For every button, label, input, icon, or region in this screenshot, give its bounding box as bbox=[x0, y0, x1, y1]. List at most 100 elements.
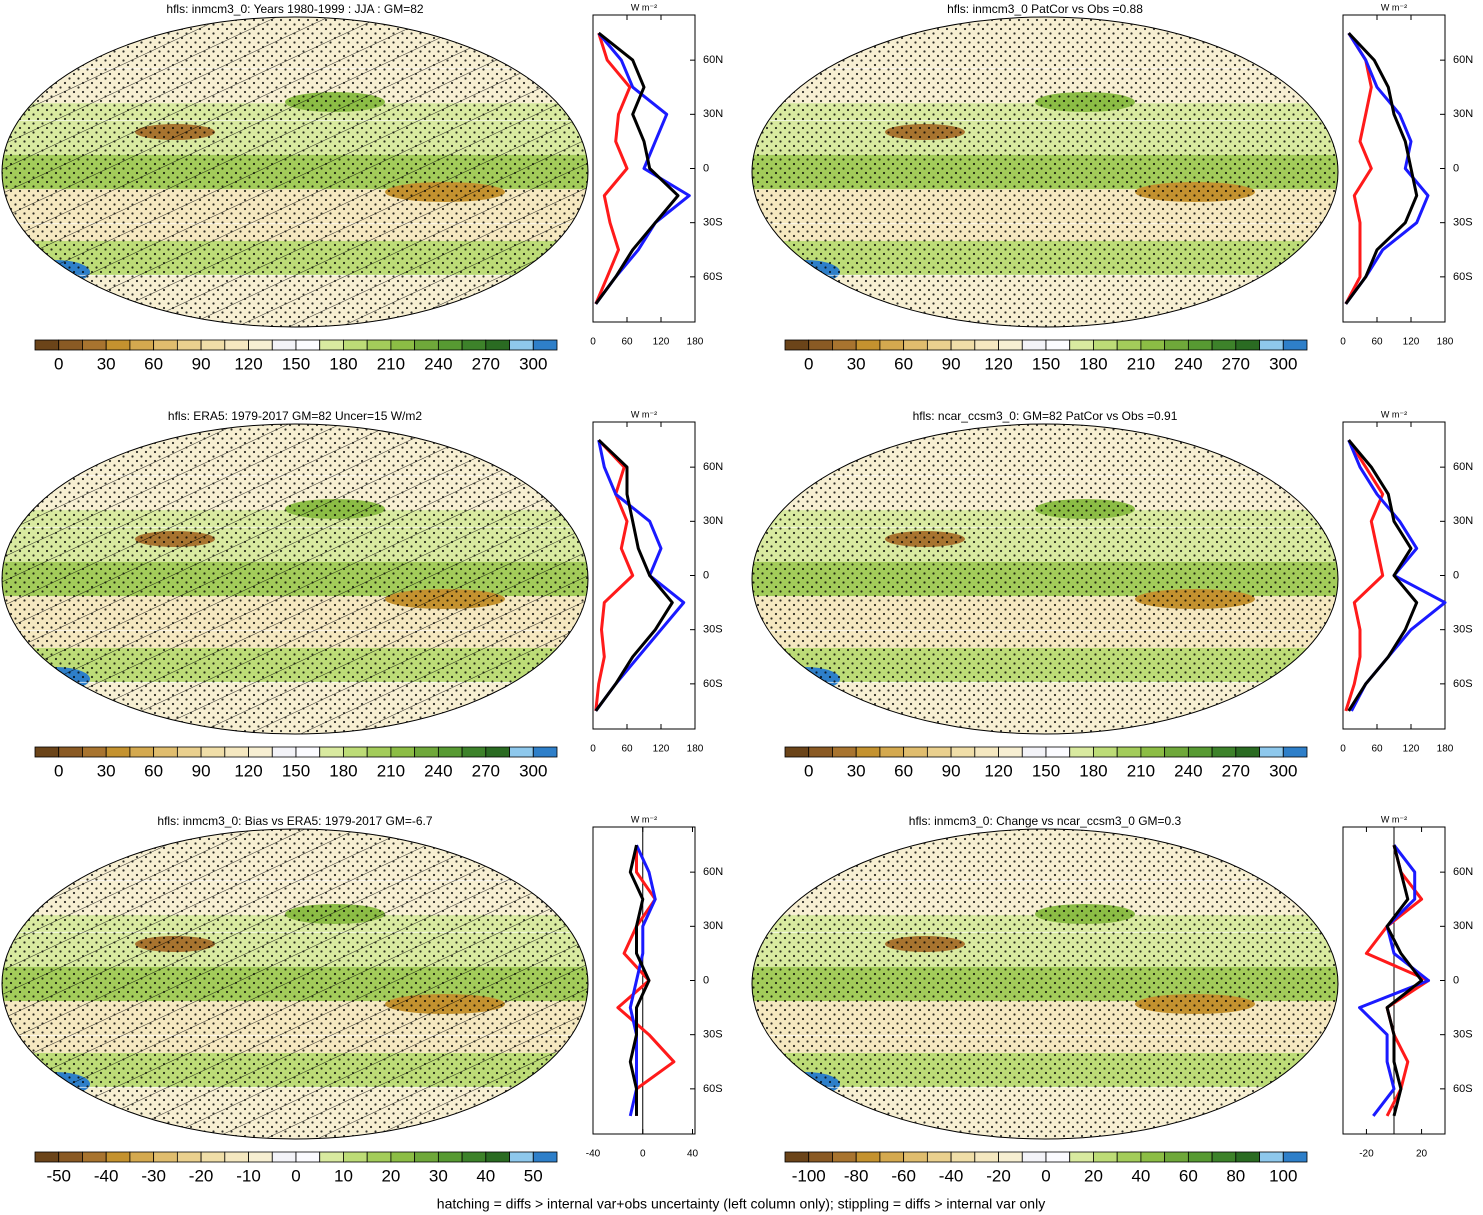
colorbar-label: 240 bbox=[424, 354, 452, 373]
map bbox=[2, 17, 588, 327]
colorbar-label: 60 bbox=[1179, 1166, 1198, 1185]
profile-line bbox=[1347, 439, 1419, 712]
x-tick-label: 180 bbox=[687, 337, 704, 348]
colorbar-label: 90 bbox=[192, 354, 211, 373]
colorbar-label: 120 bbox=[234, 761, 262, 780]
colorbar-label: 60 bbox=[894, 761, 913, 780]
colorbar-box bbox=[414, 746, 439, 758]
colorbar-box bbox=[34, 746, 60, 758]
profile-line bbox=[594, 32, 632, 305]
colorbar-box bbox=[485, 1151, 510, 1163]
colorbar-label: 30 bbox=[97, 354, 116, 373]
colorbar-label: 60 bbox=[894, 354, 913, 373]
colorbar-box bbox=[832, 746, 857, 758]
profile-frame bbox=[592, 421, 696, 730]
y-tick-label: 60N bbox=[1453, 866, 1473, 878]
x-tick-label: 60 bbox=[1371, 744, 1383, 755]
colorbar-box bbox=[1021, 339, 1047, 351]
colorbar-box bbox=[390, 1151, 416, 1163]
panel-title: hfls: inmcm3_0: Bias vs ERA5: 1979-2017 … bbox=[157, 814, 432, 828]
colorbar-box bbox=[998, 339, 1023, 351]
colorbar-label: 150 bbox=[282, 354, 310, 373]
colorbar-box bbox=[461, 746, 487, 758]
colorbar-label: 90 bbox=[942, 354, 961, 373]
colorbar-box bbox=[926, 339, 952, 351]
colorbar-label: 150 bbox=[1032, 354, 1060, 373]
y-tick-label: 30N bbox=[1453, 920, 1473, 932]
colorbar-box bbox=[832, 339, 857, 351]
colorbar-box bbox=[950, 1151, 976, 1163]
colorbar-box bbox=[82, 1151, 107, 1163]
colorbar-box bbox=[200, 1151, 226, 1163]
colorbar-box bbox=[1093, 1151, 1118, 1163]
profile-units: W m⁻² bbox=[1381, 814, 1407, 824]
colorbar-box bbox=[1116, 339, 1142, 351]
colorbar-box bbox=[950, 746, 976, 758]
x-tick-label: 180 bbox=[1437, 337, 1454, 348]
panel-title: hfls: ncar_ccsm3_0: GM=82 PatCor vs Obs … bbox=[913, 409, 1178, 423]
profile-line bbox=[594, 439, 674, 712]
colorbar-box bbox=[200, 339, 226, 351]
colorbar-box bbox=[224, 1151, 249, 1163]
colorbar-label: 270 bbox=[1222, 354, 1250, 373]
colorbar-label: 60 bbox=[144, 761, 163, 780]
colorbar-label: 180 bbox=[1079, 354, 1107, 373]
colorbar-box bbox=[485, 746, 510, 758]
colorbar-box bbox=[808, 1151, 833, 1163]
map-border bbox=[1, 828, 589, 1140]
colorbar-box bbox=[974, 339, 999, 351]
colorbar-box bbox=[832, 1151, 857, 1163]
colorbar-label: 210 bbox=[377, 354, 405, 373]
y-tick-label: 60S bbox=[703, 271, 723, 283]
colorbar-label: 50 bbox=[524, 1166, 543, 1185]
colorbar-label: 0 bbox=[54, 354, 63, 373]
colorbar-box bbox=[176, 339, 202, 351]
colorbar-label: 0 bbox=[54, 761, 63, 780]
colorbar-box bbox=[34, 1151, 60, 1163]
footer: hatching = diffs > internal var+obs unce… bbox=[437, 1196, 1045, 1212]
colorbar-box bbox=[34, 339, 60, 351]
colorbar-label: 0 bbox=[1041, 1166, 1050, 1185]
colorbar-box bbox=[1187, 339, 1213, 351]
y-tick-label: 60S bbox=[1453, 271, 1473, 283]
colorbar-box bbox=[105, 339, 131, 351]
y-tick-label: 60N bbox=[703, 461, 723, 473]
colorbar-label: 240 bbox=[1174, 354, 1202, 373]
profile-units: W m⁻² bbox=[631, 409, 657, 419]
y-tick-label: 60N bbox=[703, 866, 723, 878]
profile-frame bbox=[592, 826, 696, 1135]
colorbar-box bbox=[366, 339, 392, 351]
colorbar-box bbox=[129, 746, 155, 758]
colorbar-box bbox=[1045, 746, 1071, 758]
y-tick-label: 0 bbox=[1453, 162, 1459, 174]
y-tick-label: 30N bbox=[1453, 108, 1473, 120]
y-tick-label: 30S bbox=[1453, 217, 1473, 229]
colorbar-box bbox=[295, 746, 321, 758]
colorbar-label: -40 bbox=[94, 1166, 119, 1185]
colorbar-box bbox=[1259, 339, 1284, 351]
colorbar-label: 270 bbox=[472, 354, 500, 373]
colorbar-box bbox=[105, 746, 131, 758]
colorbar-box bbox=[808, 339, 833, 351]
colorbar-box bbox=[1187, 1151, 1213, 1163]
x-tick-label: 180 bbox=[687, 744, 704, 755]
map bbox=[752, 829, 1338, 1139]
colorbar-box bbox=[1140, 339, 1166, 351]
colorbar-box bbox=[1282, 1151, 1308, 1163]
y-tick-label: 30S bbox=[703, 624, 723, 636]
colorbar-box bbox=[1045, 339, 1071, 351]
x-tick-label: 0 bbox=[640, 1149, 646, 1160]
x-tick-label: 120 bbox=[653, 744, 670, 755]
colorbar-box bbox=[390, 746, 416, 758]
colorbar-label: -20 bbox=[189, 1166, 214, 1185]
map-border bbox=[751, 16, 1339, 328]
colorbar-label: 300 bbox=[519, 354, 547, 373]
profile-line bbox=[594, 439, 686, 712]
colorbar-label: 120 bbox=[984, 354, 1012, 373]
colorbar-box bbox=[879, 746, 905, 758]
profile-line bbox=[628, 844, 657, 1117]
colorbar-box bbox=[1093, 746, 1118, 758]
colorbar-box bbox=[1021, 746, 1047, 758]
colorbar-box bbox=[903, 339, 928, 351]
